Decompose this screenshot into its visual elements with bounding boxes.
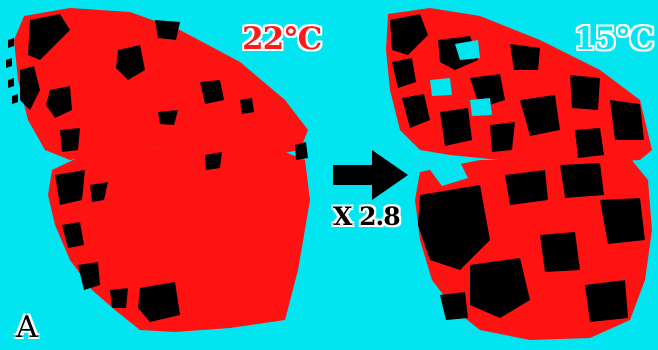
right-black-patch: [402, 94, 430, 128]
right-black-patch: [560, 163, 604, 198]
right-black-patch: [390, 14, 428, 55]
right-cyan-hole: [455, 40, 480, 60]
left-wing-22c: [6, 8, 310, 332]
right-black-patch: [505, 170, 548, 205]
left-temperature-label: 22°C: [242, 21, 322, 57]
right-temperature-label: 15°C: [574, 21, 654, 57]
fold-change-label: X 2.8: [333, 202, 401, 231]
left-black-patch: [90, 182, 108, 202]
left-black-patch: [60, 128, 80, 152]
left-black-patch: [155, 20, 180, 40]
arrow-icon: [333, 150, 408, 200]
right-black-patch: [418, 185, 490, 270]
right-black-patch: [600, 198, 645, 244]
right-black-patch: [610, 100, 644, 140]
left-black-patch: [62, 222, 84, 248]
right-black-patch: [470, 258, 530, 318]
left-black-patch: [110, 288, 128, 308]
left-black-patch: [55, 170, 85, 205]
left-black-patch: [158, 110, 178, 125]
left-black-patch: [205, 152, 222, 170]
left-black-patch: [46, 86, 72, 118]
left-wing-lower-lobe: [48, 148, 310, 332]
left-edge-fragments: [6, 38, 18, 104]
left-black-patch: [138, 282, 180, 322]
right-black-patch: [440, 292, 468, 320]
right-cyan-hole: [430, 78, 452, 96]
left-black-patch: [116, 45, 145, 80]
panel-letter: A: [16, 310, 38, 345]
right-black-patch: [570, 75, 600, 110]
right-black-patch: [392, 58, 416, 88]
right-black-patch: [585, 280, 628, 322]
left-black-patch: [28, 14, 70, 60]
right-black-patch: [540, 232, 580, 272]
left-wing-upper-lobe: [14, 8, 308, 160]
left-black-patch: [240, 98, 254, 114]
left-black-patch: [200, 80, 224, 104]
left-black-patch: [295, 142, 308, 160]
right-cyan-hole: [430, 162, 468, 186]
right-black-patch: [510, 44, 540, 70]
right-wing-15c: [386, 8, 652, 340]
right-black-patch: [520, 95, 560, 136]
right-black-patch: [575, 128, 604, 158]
right-black-patch: [490, 122, 515, 152]
right-cyan-hole: [470, 98, 492, 116]
right-black-patch: [440, 108, 472, 146]
left-black-patch: [20, 66, 40, 110]
left-black-patch: [78, 262, 100, 290]
